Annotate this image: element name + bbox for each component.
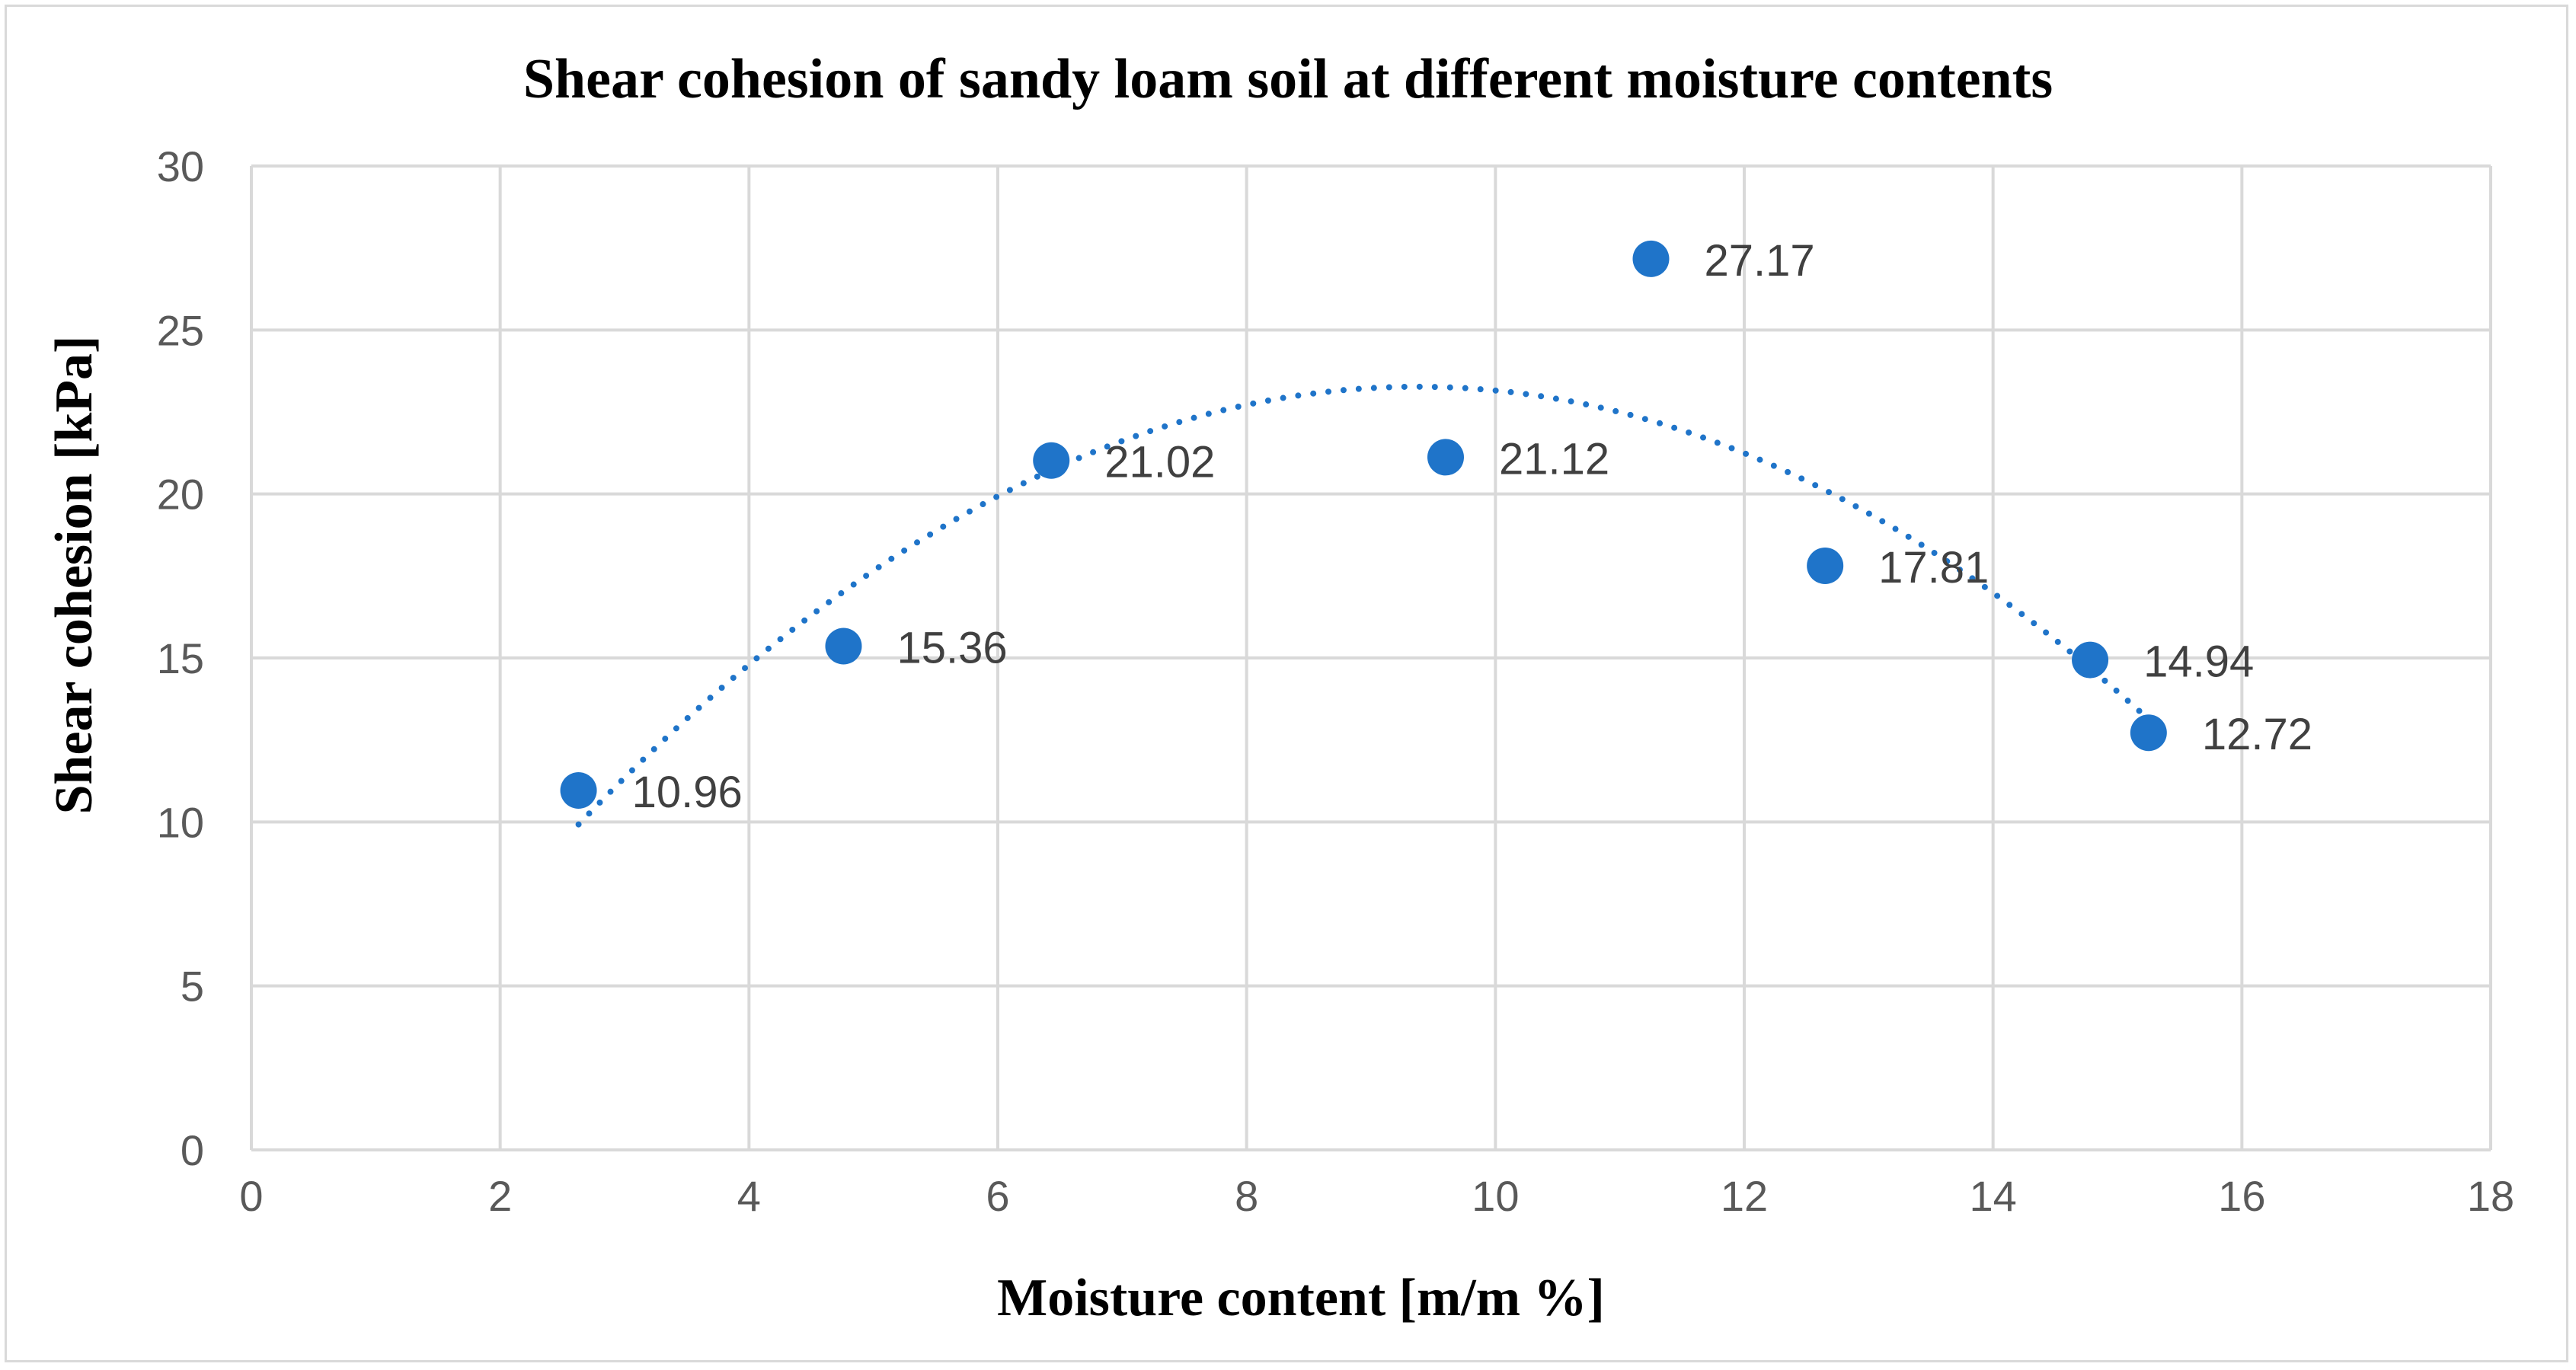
data-point [560, 771, 597, 809]
x-tick-label: 16 [2218, 1172, 2265, 1220]
x-tick-label: 12 [1721, 1172, 1768, 1220]
data-label: 12.72 [2202, 710, 2312, 759]
y-axis-title: Shear cohesion [kPa] [45, 336, 104, 815]
data-label: 14.94 [2143, 637, 2254, 687]
x-tick-label: 0 [239, 1172, 263, 1220]
x-tick-label: 2 [488, 1172, 512, 1220]
y-tick-label: 20 [157, 471, 204, 519]
x-tick-label: 18 [2467, 1172, 2514, 1220]
x-tick-label: 10 [1472, 1172, 1519, 1220]
x-tick-label: 4 [737, 1172, 761, 1220]
data-label: 21.12 [1499, 434, 1609, 484]
grid-lines [250, 164, 2492, 1151]
chart-frame [5, 5, 2568, 1362]
x-tick-label: 14 [1970, 1172, 2017, 1220]
data-point [825, 628, 862, 665]
y-tick-label: 10 [157, 798, 204, 846]
x-axis-title: Moisture content [m/m %] [997, 1269, 1605, 1327]
data-label: 10.96 [632, 768, 743, 817]
data-point [2072, 641, 2109, 679]
y-tick-label: 5 [181, 963, 204, 1011]
y-tick-label: 30 [157, 142, 204, 190]
data-label: 15.36 [896, 623, 1007, 672]
data-point [1807, 547, 1844, 584]
data-label: 27.17 [1705, 236, 1815, 286]
x-tick-label: 8 [1235, 1172, 1258, 1220]
y-tick-label: 0 [181, 1126, 204, 1174]
data-point [1033, 442, 1070, 479]
data-label: 17.81 [1878, 543, 1989, 592]
chart-title: Shear cohesion of sandy loam soil at dif… [523, 48, 2053, 110]
tick-labels: 0 2 4 6 8 10 12 14 16 18 0 5 10 15 20 25 30 [157, 142, 2514, 1220]
data-point [1632, 240, 1670, 277]
data-point [1427, 439, 1464, 476]
data-label: 21.02 [1104, 438, 1215, 487]
trendline [575, 383, 2152, 828]
y-tick-label: 15 [157, 634, 204, 682]
data-labels: 10.96 15.36 21.02 21.12 27.17 17.81 14.94 12.72 [632, 236, 2312, 817]
x-tick-label: 6 [986, 1172, 1009, 1220]
data-point [2130, 714, 2167, 752]
y-tick-label: 25 [157, 306, 204, 354]
trendline-path [575, 383, 2152, 828]
data-points [560, 240, 2167, 809]
